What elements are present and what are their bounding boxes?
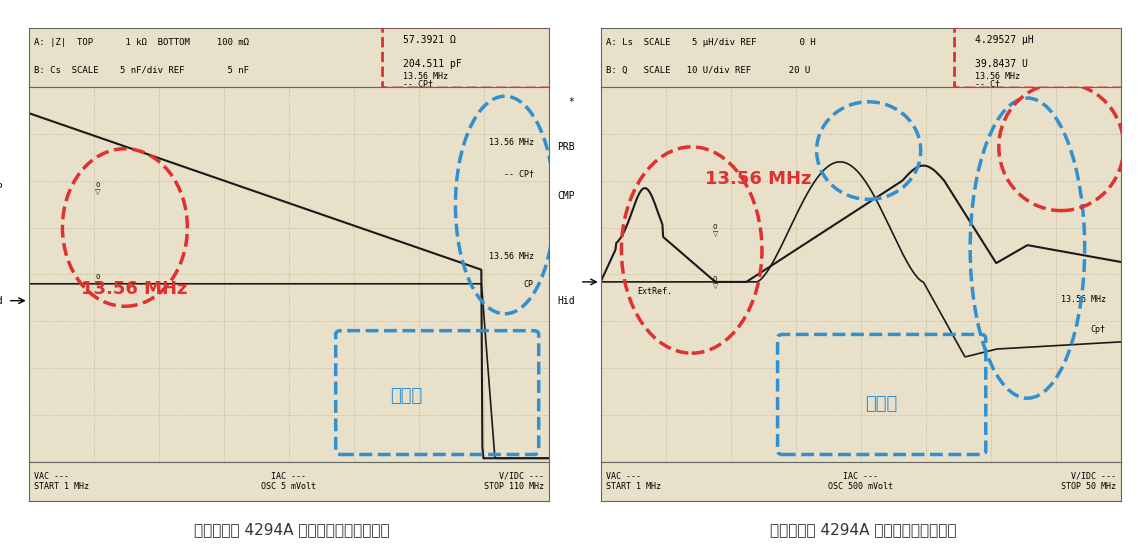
Text: CMP: CMP [557,190,574,200]
Text: 13.56 MHz: 13.56 MHz [80,281,188,298]
Text: PRB: PRB [557,142,574,152]
Text: IAC ---
OSC 500 mVolt: IAC --- OSC 500 mVolt [828,472,893,491]
Text: 13.56 MHz: 13.56 MHz [705,170,811,188]
Text: 13.56 MHz: 13.56 MHz [488,138,533,147]
Text: 自谐振: 自谐振 [866,395,898,413]
Text: 0
▽: 0 ▽ [713,276,718,290]
Text: IAC ---
OSC 5 mVolt: IAC --- OSC 5 mVolt [261,472,317,491]
Text: 4.29527 μH: 4.29527 μH [976,35,1034,45]
Text: B: Cs  SCALE    5 nF/div REF        5 nF: B: Cs SCALE 5 nF/div REF 5 nF [34,66,248,75]
Text: 0
▽: 0 ▽ [95,183,101,195]
Text: -- C†: -- C† [976,80,1000,89]
Text: CMP: CMP [0,183,2,193]
Text: 自谐振: 自谐振 [390,388,422,405]
Text: V/IDC ---
STOP 110 MHz: V/IDC --- STOP 110 MHz [484,472,543,491]
Text: *: * [569,97,574,107]
Text: -- CP†: -- CP† [503,169,533,178]
Text: 57.3921 Ω: 57.3921 Ω [404,35,456,45]
Text: 13.56 MHz: 13.56 MHz [488,252,533,262]
Text: A: Ls  SCALE    5 μH/div REF        0 H: A: Ls SCALE 5 μH/div REF 0 H [606,38,816,47]
Text: VAC ---
START 1 MHz: VAC --- START 1 MHz [606,472,661,491]
Text: VAC ---
START 1 MHz: VAC --- START 1 MHz [34,472,89,491]
Text: Hid: Hid [0,296,2,306]
Text: A: |Z|  TOP      1 kΩ  BOTTOM     100 mΩ: A: |Z| TOP 1 kΩ BOTTOM 100 mΩ [34,38,248,47]
Text: 13.56 MHz: 13.56 MHz [404,72,448,81]
Text: -- CP†: -- CP† [404,80,434,89]
Text: 39.8437 U: 39.8437 U [976,59,1028,69]
Text: V/IDC ---
STOP 50 MHz: V/IDC --- STOP 50 MHz [1060,472,1115,491]
Text: 示例：使用 4294A 测量环路天线的特征: 示例：使用 4294A 测量环路天线的特征 [770,522,958,536]
Text: 0
▽: 0 ▽ [95,274,101,287]
Text: 示例：使用 4294A 测量片状电容器的特征: 示例：使用 4294A 测量片状电容器的特征 [193,522,390,536]
Text: 204.511 pF: 204.511 pF [404,59,462,69]
Text: 0
▽: 0 ▽ [713,224,718,237]
Text: 13.56 MHz: 13.56 MHz [976,72,1020,81]
Text: CP: CP [524,280,533,289]
Text: Hid: Hid [557,296,574,306]
Text: Cp†: Cp† [1090,325,1105,334]
Text: B: Q   SCALE   10 U/div REF       20 U: B: Q SCALE 10 U/div REF 20 U [606,66,810,75]
Text: 13.56 MHz: 13.56 MHz [1060,296,1105,305]
Text: ExtRef.: ExtRef. [637,287,672,296]
